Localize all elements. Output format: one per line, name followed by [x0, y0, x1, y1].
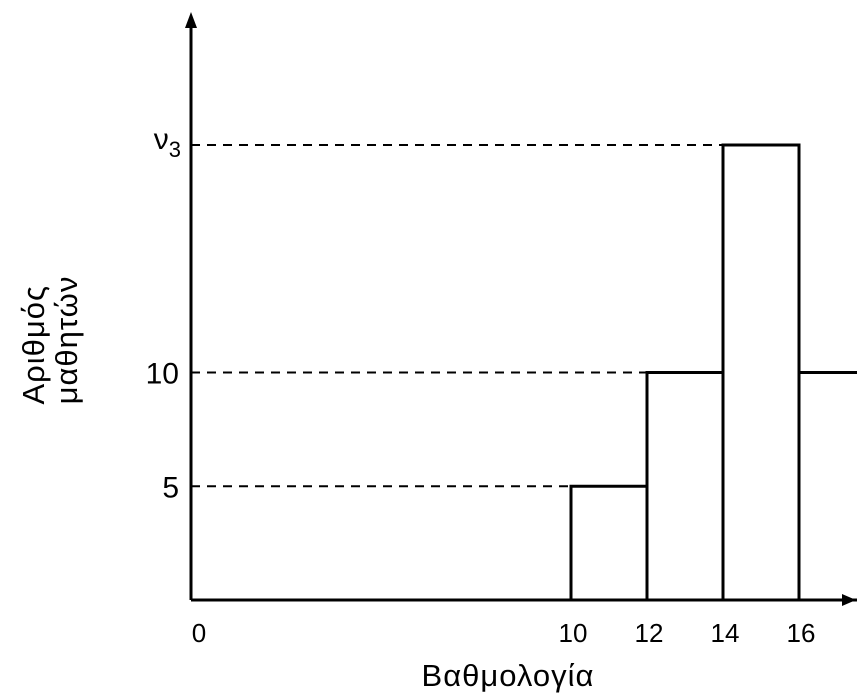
y-tick-label: 5: [162, 471, 179, 504]
histogram-bar: [645, 371, 725, 602]
axes: [185, 12, 856, 606]
histogram-bar: [797, 371, 857, 602]
histogram-bar: [721, 143, 801, 602]
x-tick-labels: 0101214161820: [192, 618, 816, 648]
y-axis-title: Αριθμός μαθητών: [16, 275, 84, 404]
x-tick-label: 14: [711, 618, 740, 648]
histogram-bar: [569, 484, 649, 602]
reference-lines: [191, 144, 857, 488]
y-tick-labels: 5 10 ν3: [146, 123, 181, 504]
x-axis-arrow-icon: [842, 594, 856, 606]
y-axis-title-line-2: μαθητών: [49, 276, 84, 405]
x-tick-label: 10: [559, 618, 588, 648]
x-tick-label: 0: [192, 618, 206, 648]
y-axis-title-line-1: Αριθμός: [16, 285, 51, 404]
x-tick-label: 12: [635, 618, 664, 648]
y-tick-subscript: 3: [169, 137, 181, 162]
x-axis-title: Βαθμολογία: [422, 658, 595, 693]
y-tick-label: ν3: [154, 123, 181, 162]
y-axis-arrow-icon: [185, 12, 197, 28]
x-tick-label: 16: [787, 618, 816, 648]
bars: [569, 143, 857, 602]
y-tick-label: 10: [146, 358, 179, 391]
